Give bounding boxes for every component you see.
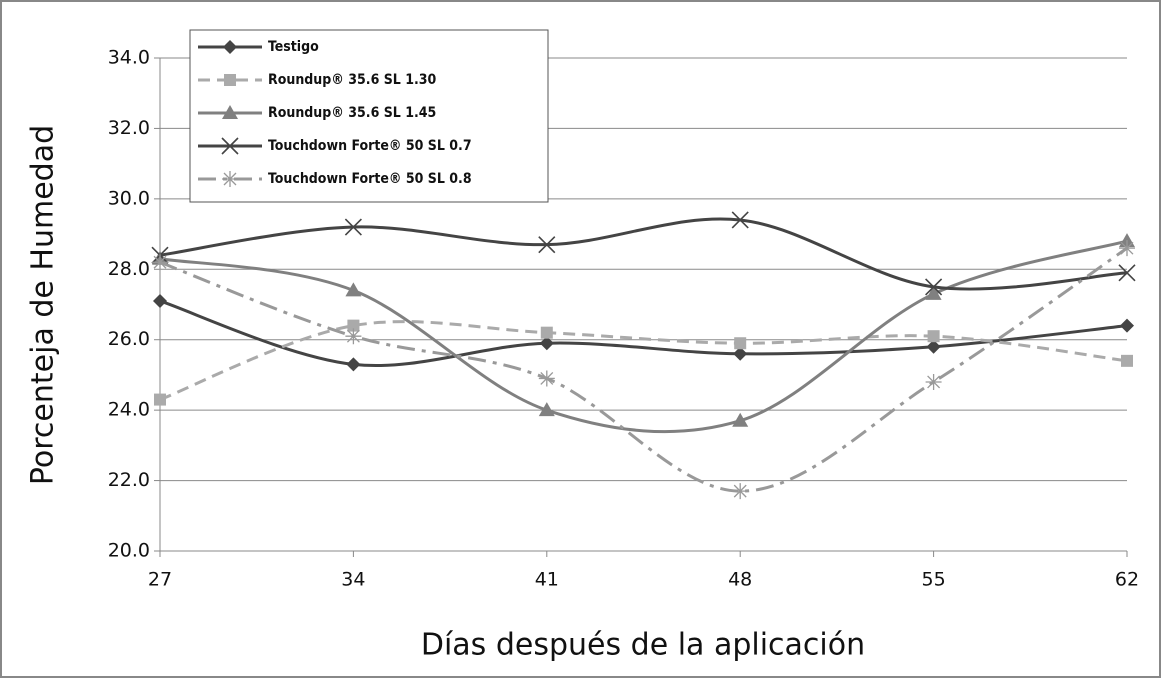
legend-box (189, 29, 549, 203)
legend-marker (223, 40, 237, 54)
point (732, 412, 749, 427)
point (538, 402, 555, 417)
series-line (159, 239, 1128, 434)
y-tick-label: 32.0 (108, 117, 150, 139)
legend-label: Roundup® 35.6 SL 1.30 (268, 72, 437, 88)
legend-marker (221, 137, 239, 155)
point (346, 357, 361, 372)
y-tick-label: 24.0 (108, 399, 150, 421)
legend: Testigo Roundup® 35.6 SL 1.30 Roundup® 35.… (189, 29, 549, 203)
legend-marker (224, 74, 236, 86)
y-tick-label: 30.0 (108, 187, 150, 209)
point (925, 278, 943, 296)
point (1118, 264, 1136, 282)
point (925, 373, 942, 390)
series-line (159, 299, 1128, 368)
x-tick-label: 41 (535, 569, 559, 591)
point (925, 285, 942, 300)
x-tick-label: 27 (148, 569, 172, 591)
y-tick-label: 20.0 (108, 540, 150, 562)
point (154, 393, 166, 406)
series-line (159, 320, 1128, 401)
point (927, 330, 940, 343)
x-tick-label: 55 (922, 569, 946, 591)
y-tick-label: 22.0 (108, 469, 150, 491)
legend-label: Touchdown Forte® 50 SL 0.8 (268, 171, 472, 187)
legend-label: Roundup® 35.6 SL 1.45 (268, 105, 436, 121)
point (538, 236, 556, 254)
point (345, 282, 362, 297)
point (347, 319, 360, 332)
y-axis-title: Porcenteja de Humedad (26, 125, 61, 485)
series-line (159, 246, 1128, 493)
legend-label: Testigo (268, 39, 319, 55)
point (731, 211, 749, 229)
x-tick-label: 34 (341, 569, 365, 591)
point (1121, 354, 1133, 367)
y-tick-label: 34.0 (108, 47, 150, 69)
point (732, 483, 749, 500)
point (344, 218, 362, 236)
point (538, 370, 555, 387)
y-tick-label: 28.0 (108, 258, 150, 280)
point (153, 293, 167, 308)
series-line (159, 217, 1128, 291)
point (926, 339, 941, 354)
point (734, 337, 747, 350)
x-axis-title: Días después de la aplicación (421, 628, 865, 663)
point (733, 346, 748, 361)
y-tick-label: 26.0 (108, 328, 150, 350)
x-tick-label: 48 (728, 569, 752, 591)
legend-label: Touchdown Forte® 50 SL 0.7 (268, 138, 472, 154)
point (539, 336, 554, 351)
point (1119, 240, 1135, 257)
point (345, 328, 362, 345)
legend-marker (222, 105, 238, 119)
x-tick-label: 62 (1115, 569, 1139, 591)
point (152, 254, 168, 271)
point (540, 326, 553, 339)
point (1120, 318, 1134, 333)
legend-marker (222, 171, 238, 187)
